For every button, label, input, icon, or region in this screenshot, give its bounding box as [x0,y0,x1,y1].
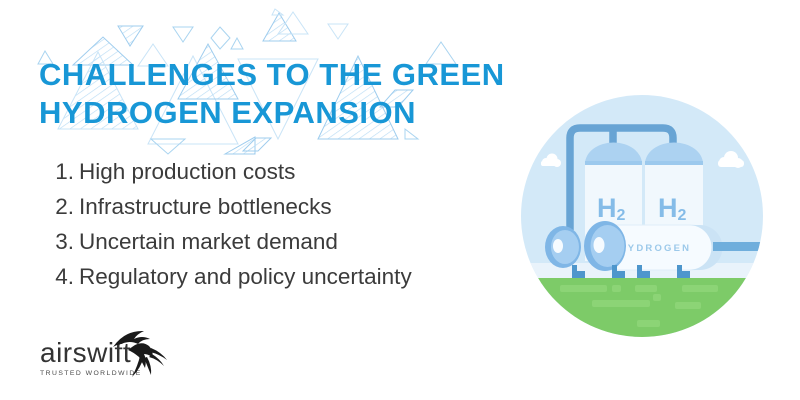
list-item: 2. Infrastructure bottlenecks [50,189,412,224]
airswift-logo: airswift TRUSTED WORLDWIDE [40,330,180,377]
list-item-number: 3. [55,228,74,254]
horizontal-tank-label: HYDROGEN [619,243,692,254]
tank-legs [572,265,690,278]
swallow-bird-icon [113,330,167,377]
hydrogen-storage-tanks-icon: H2 H2 HYDROGEN [521,95,763,337]
cloud-icon [541,153,561,167]
tank-end-cap [584,221,626,271]
list-item-number: 4. [55,263,74,289]
list-item-number: 1. [55,158,74,184]
page-title-line1: CHALLENGES TO THE GREEN [39,57,505,92]
grass-stripes [560,285,718,327]
logo-wordmark: airswift [40,337,132,368]
list-item: 3. Uncertain market demand [50,224,412,259]
challenges-list: 1. High production costs 2. Infrastructu… [50,154,412,294]
list-item: 1. High production costs [50,154,412,189]
tank-end-cap [545,226,581,268]
page-title: CHALLENGES TO THE GREEN HYDROGEN EXPANSI… [39,56,505,132]
list-item-text: Regulatory and policy uncertainty [79,263,412,289]
pipe [566,124,677,230]
triangle-pattern-decoration [37,8,457,155]
outlet-pipe [713,242,763,251]
page-title-line2: HYDROGEN EXPANSION [39,95,417,130]
list-item-text: Infrastructure bottlenecks [79,193,332,219]
list-item-text: Uncertain market demand [79,228,338,254]
cloud-icon [718,151,744,168]
tank1-h2-label: H2 [597,193,626,224]
list-item-number: 2. [55,193,74,219]
list-item-text: High production costs [79,158,296,184]
list-item: 4. Regulatory and policy uncertainty [50,259,412,294]
logo-tagline: TRUSTED WORLDWIDE [40,370,142,377]
tank2-h2-label: H2 [658,193,687,224]
